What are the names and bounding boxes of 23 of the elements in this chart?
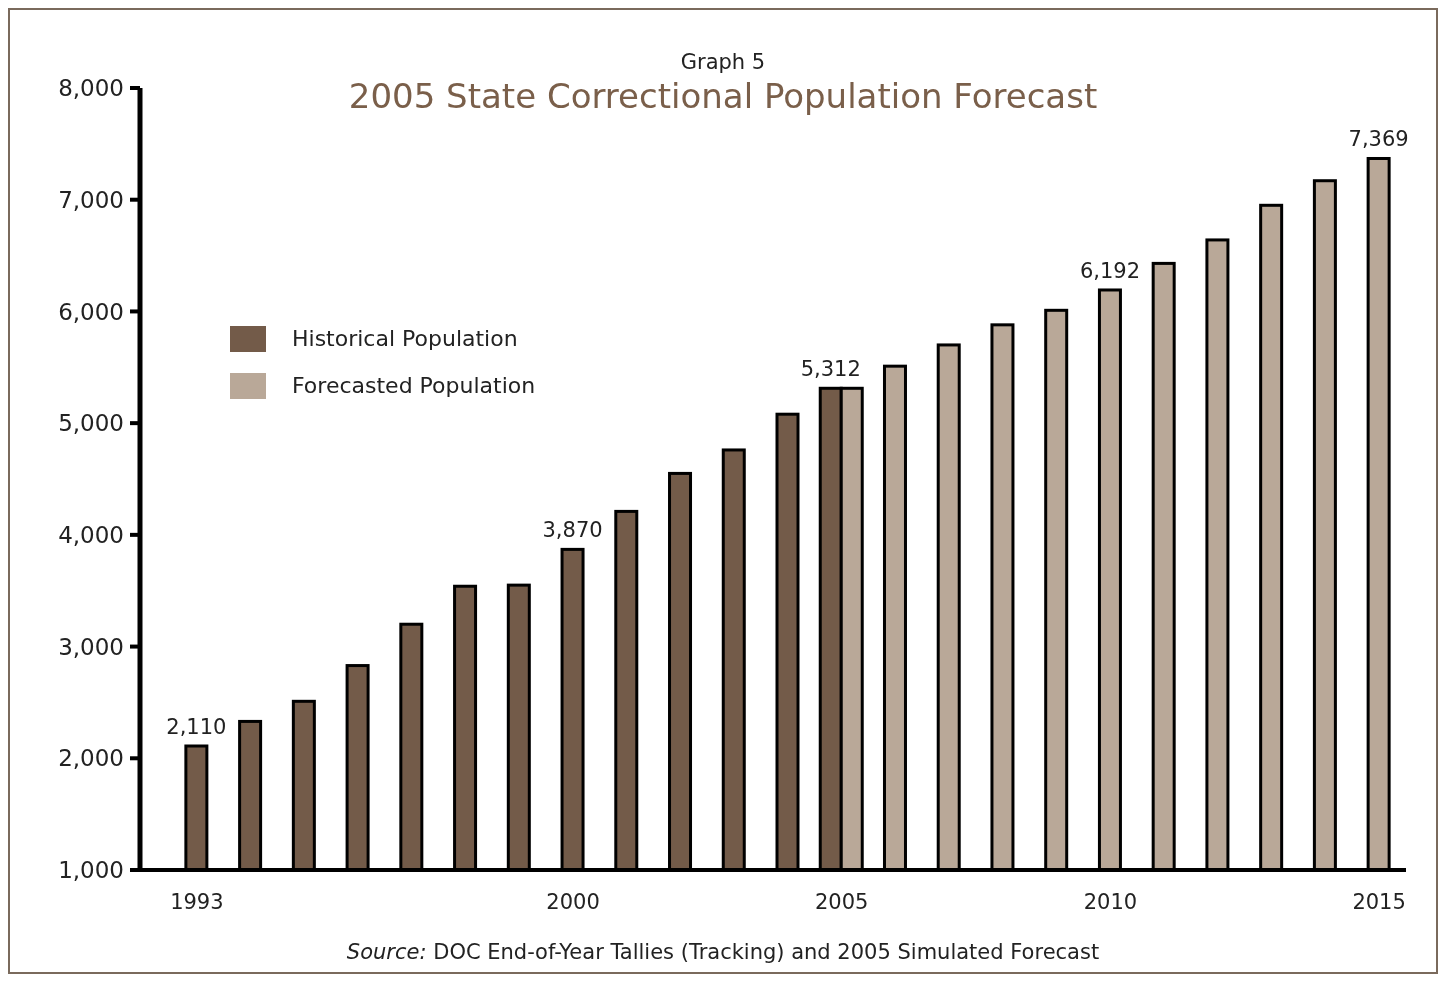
y-tick-label: 2,000 (58, 745, 124, 772)
x-tick-label: 2005 (815, 889, 869, 914)
y-tick-label: 8,000 (58, 75, 124, 102)
x-tick-label: 2000 (546, 889, 600, 914)
chart-subtitle: Graph 5 (679, 50, 767, 74)
source-note: Source: DOC End-of-Year Tallies (Tracking) and 2005 Simulated Forecast (345, 940, 1101, 964)
y-tick-label: 5,000 (58, 410, 124, 437)
y-tick-label: 3,000 (58, 633, 124, 660)
data-label: 3,870 (542, 518, 603, 543)
y-tick-label: 7,000 (58, 186, 124, 213)
chart-title: 2005 State Correctional Population Forecast (348, 76, 1098, 116)
legend-label: Forecasted Population (292, 373, 536, 398)
x-tick-label: 2010 (1083, 889, 1138, 914)
data-label: 5,312 (800, 357, 861, 382)
y-tick-label: 6,000 (58, 298, 124, 325)
x-tick-label: 2015 (1352, 889, 1406, 914)
data-label: 2,110 (166, 715, 227, 739)
y-tick-label: 4,000 (58, 522, 124, 549)
x-tick-label: 1993 (170, 889, 224, 914)
data-label: 7,369 (1348, 127, 1409, 152)
y-tick-label: 1,000 (58, 857, 124, 884)
legend-label: Historical Population (292, 326, 518, 351)
data-label: 6,192 (1079, 258, 1140, 283)
